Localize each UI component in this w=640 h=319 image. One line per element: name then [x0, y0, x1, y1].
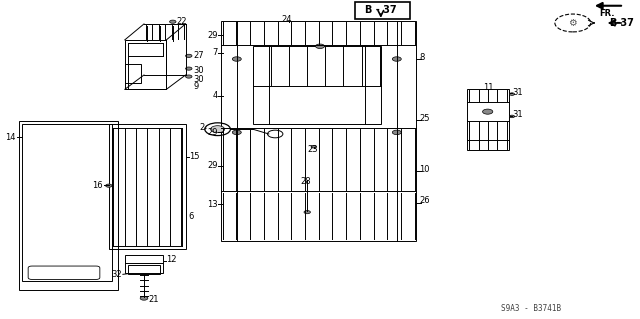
Text: 26: 26 — [419, 197, 430, 205]
Bar — [253, 46, 381, 124]
Circle shape — [140, 296, 148, 300]
Text: 13: 13 — [207, 200, 218, 209]
Text: 22: 22 — [176, 17, 186, 26]
Circle shape — [186, 54, 192, 57]
Text: 29: 29 — [207, 128, 218, 137]
Text: 30: 30 — [193, 66, 204, 75]
Text: 9: 9 — [193, 82, 198, 91]
Text: 15: 15 — [189, 152, 199, 161]
Circle shape — [392, 130, 401, 135]
Bar — [125, 64, 141, 83]
Text: 4: 4 — [212, 91, 218, 100]
Circle shape — [232, 130, 241, 135]
Circle shape — [483, 109, 493, 114]
Circle shape — [170, 20, 176, 23]
Text: 30: 30 — [193, 75, 204, 84]
Bar — [125, 255, 163, 273]
Text: 31: 31 — [512, 88, 523, 97]
Text: 32: 32 — [111, 270, 122, 279]
Text: 28: 28 — [301, 177, 312, 186]
Text: 29: 29 — [207, 161, 218, 170]
Text: 12: 12 — [166, 256, 177, 264]
Text: 29: 29 — [207, 31, 218, 40]
Circle shape — [509, 93, 515, 95]
Bar — [467, 89, 509, 150]
Text: S9A3 - B3741B: S9A3 - B3741B — [501, 304, 561, 313]
Text: 27: 27 — [193, 51, 204, 60]
Text: FR.: FR. — [599, 9, 614, 18]
Text: 7: 7 — [212, 48, 218, 57]
Circle shape — [232, 57, 241, 61]
Text: 8: 8 — [419, 53, 424, 62]
Bar — [22, 124, 112, 281]
Circle shape — [106, 184, 112, 187]
Text: B-37: B-37 — [609, 18, 634, 28]
Text: 25: 25 — [419, 114, 429, 122]
Text: 23: 23 — [307, 145, 318, 154]
Text: 31: 31 — [512, 110, 523, 119]
Text: 21: 21 — [148, 295, 159, 304]
Text: ⚙: ⚙ — [568, 18, 577, 28]
Circle shape — [392, 57, 401, 61]
Text: 16: 16 — [92, 181, 102, 189]
Text: 6: 6 — [189, 212, 194, 221]
Circle shape — [186, 67, 192, 70]
Text: B - 37: B - 37 — [365, 5, 397, 15]
Bar — [125, 40, 166, 89]
Bar — [109, 124, 186, 249]
Circle shape — [509, 115, 515, 118]
Circle shape — [304, 211, 310, 214]
Text: 11: 11 — [483, 83, 493, 92]
Text: 10: 10 — [419, 165, 429, 174]
Bar — [221, 21, 416, 241]
Circle shape — [316, 44, 324, 48]
Text: 14: 14 — [6, 133, 16, 142]
Circle shape — [211, 126, 225, 133]
Text: 24: 24 — [282, 15, 292, 24]
Text: 2: 2 — [200, 123, 205, 132]
Bar — [355, 2, 410, 19]
Circle shape — [311, 145, 316, 148]
Bar — [128, 265, 160, 274]
Circle shape — [186, 75, 192, 78]
